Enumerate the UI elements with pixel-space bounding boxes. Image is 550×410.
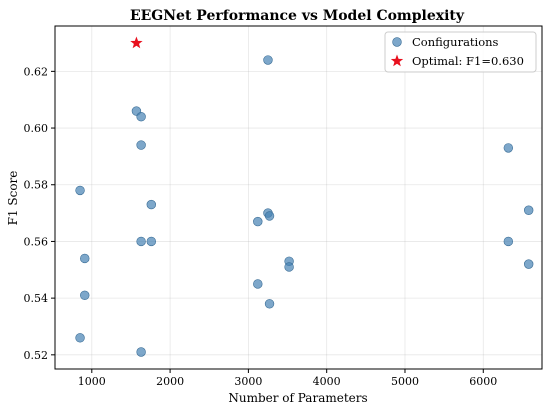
grid (55, 26, 542, 369)
scatter-point (523, 205, 534, 215)
scatter-point (136, 236, 146, 247)
scatter-point (80, 290, 90, 300)
y-tick-label: 0.56 (24, 235, 49, 248)
scatter-point (146, 236, 157, 247)
legend-label: Optimal: F1=0.630 (412, 54, 524, 68)
y-tick-label: 0.62 (24, 65, 49, 78)
legend-box (384, 31, 537, 73)
scatter-point (136, 347, 146, 357)
scatter-point (264, 211, 275, 221)
optimal-star-marker (130, 36, 143, 49)
scatter-point (253, 279, 263, 289)
scatter-point (503, 236, 514, 247)
scatter-point (253, 216, 263, 227)
scatter-point (136, 140, 146, 150)
x-tick-label: 1000 (78, 375, 106, 388)
x-tick-label: 2000 (156, 375, 184, 388)
y-tick-label: 0.60 (24, 122, 49, 135)
scatter-point (263, 55, 273, 65)
x-tick-label: 6000 (469, 375, 497, 388)
y-axis-label: F1 Score (6, 171, 20, 226)
scatter-point (75, 333, 85, 343)
scatter-point (523, 259, 534, 269)
axis-ticks: 1000 2000 3000 4000 5000 6000 0.52 0.54 0.56 0.58… (24, 65, 498, 388)
scatter-point (146, 199, 157, 210)
y-tick-label: 0.58 (24, 179, 49, 192)
y-tick-label: 0.52 (24, 349, 49, 362)
x-tick-label: 4000 (313, 375, 341, 388)
x-tick-label: 3000 (234, 375, 262, 388)
plot-points (75, 36, 534, 357)
x-axis-label: Number of Parameters (228, 391, 367, 405)
y-tick-label: 0.54 (24, 292, 49, 305)
scatter-point (284, 262, 294, 272)
legend-star-marker (390, 54, 404, 67)
plot-frame (54, 25, 543, 370)
scatter-point (264, 299, 275, 309)
x-tick-label: 5000 (391, 375, 419, 388)
scatter-point (136, 112, 146, 122)
legend: Configurations Optimal: F1=0.630 (384, 31, 537, 73)
scatter-point (80, 253, 90, 264)
legend-label: Configurations (412, 35, 499, 49)
chart-title: EEGNet Performance vs Model Complexity (130, 8, 465, 24)
scatter-point (75, 185, 85, 196)
scatter-point (503, 143, 514, 153)
legend-circle-marker (392, 37, 402, 47)
